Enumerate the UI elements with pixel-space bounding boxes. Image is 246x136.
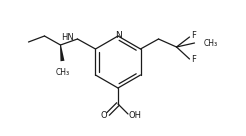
Text: O: O — [101, 110, 107, 120]
Polygon shape — [60, 45, 64, 61]
Text: F: F — [191, 55, 196, 64]
Text: CH₃: CH₃ — [203, 38, 218, 47]
Text: F: F — [191, 32, 196, 41]
Text: CH₃: CH₃ — [55, 68, 70, 77]
Text: N: N — [115, 32, 121, 41]
Text: HN: HN — [61, 33, 74, 42]
Text: OH: OH — [128, 110, 141, 120]
